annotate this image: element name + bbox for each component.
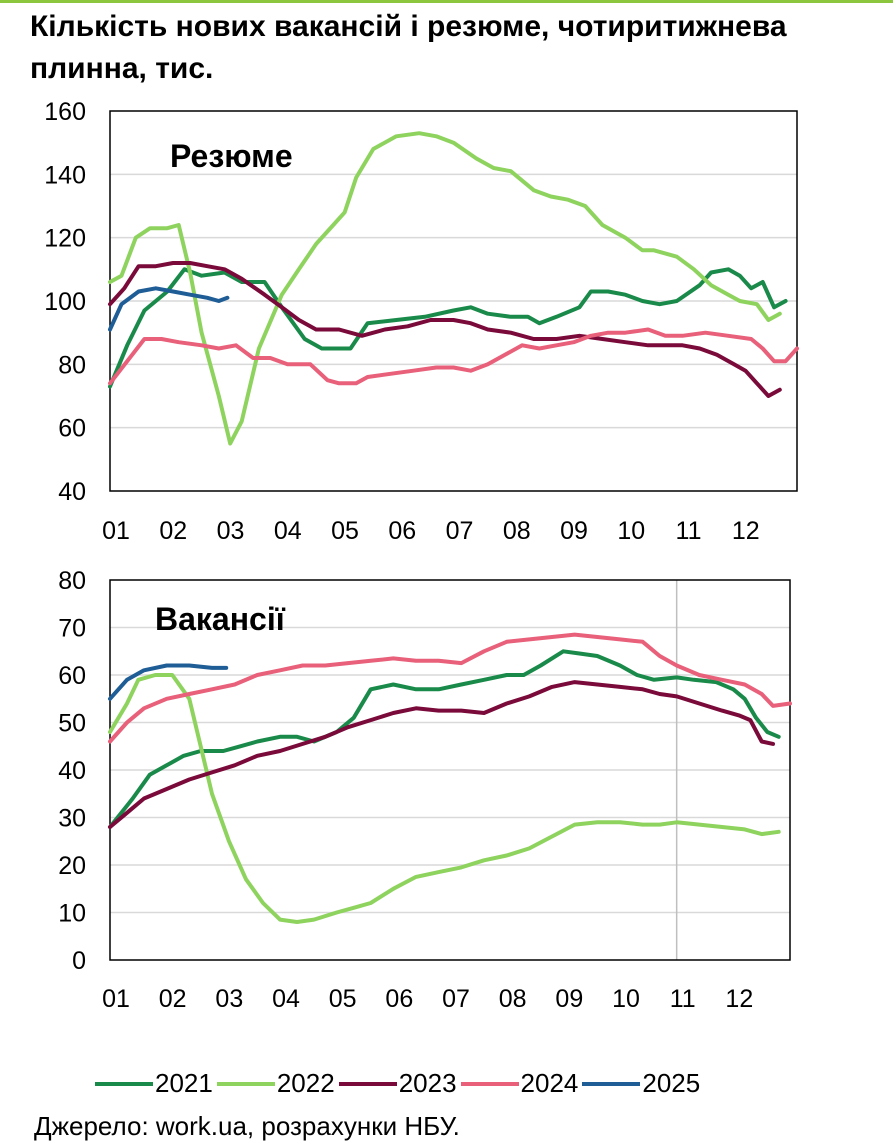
x-tick-label: 09: [555, 985, 583, 1010]
series-line-2023: [108, 680, 775, 829]
y-tick-label: 50: [58, 710, 86, 738]
legend-swatch: [338, 1081, 397, 1086]
panel-title: Вакансії: [155, 601, 286, 637]
x-tick-label: 08: [503, 517, 531, 545]
y-tick-label: 80: [58, 567, 86, 595]
legend-swatch: [460, 1081, 519, 1086]
x-tick-label: 06: [385, 985, 413, 1010]
y-tick-label: 10: [58, 900, 86, 928]
series-line-2021: [108, 649, 781, 829]
x-tick-label: 10: [617, 517, 645, 545]
legend-label: 2023: [398, 1068, 457, 1098]
x-tick-label: 03: [217, 517, 245, 545]
legend-label: 2025: [642, 1068, 701, 1098]
series-line-2022: [108, 131, 782, 446]
x-tick-label: 02: [159, 517, 187, 545]
legend-swatch: [216, 1081, 275, 1086]
plot-frame: [109, 579, 791, 961]
y-tick-label: 40: [58, 757, 86, 785]
legend-item-2025: 2025: [582, 1068, 700, 1099]
series-line-2023: [108, 261, 782, 398]
legend: 2021 2022 2023 2024 2025: [95, 1068, 704, 1099]
x-tick-label: 11: [676, 517, 702, 545]
y-tick-label: 120: [44, 225, 86, 253]
series-line-2024: [108, 327, 799, 386]
source-text: Джерело: work.ua, розрахунки НБУ.: [34, 1111, 460, 1141]
y-tick-label: 80: [58, 351, 86, 379]
y-tick-label: 70: [58, 615, 86, 643]
x-tick-label: 04: [272, 985, 300, 1010]
series-line-2021: [108, 267, 788, 389]
x-tick-label: 04: [274, 517, 302, 545]
y-tick-label: 30: [58, 805, 86, 833]
x-tick-label: 12: [732, 517, 760, 545]
y-tick-label: 160: [44, 98, 86, 126]
x-tick-label: 01: [102, 985, 130, 1010]
x-tick-label: 07: [442, 985, 470, 1010]
x-tick-label: 05: [331, 517, 359, 545]
x-tick-label: 03: [215, 985, 243, 1010]
y-tick-label: 0: [72, 947, 86, 975]
series-line-2022: [108, 673, 781, 924]
x-tick-label: 02: [159, 985, 187, 1010]
legend-swatch: [95, 1081, 153, 1086]
y-tick-label: 140: [44, 161, 86, 189]
legend-item-2023: 2023: [338, 1068, 457, 1099]
x-tick-label: 05: [329, 985, 357, 1010]
source-note: Джерело: work.ua, розрахунки НБУ.: [34, 1111, 460, 1142]
x-tick-label: 07: [446, 517, 474, 545]
legend-item-2022: 2022: [216, 1068, 335, 1099]
legend-label: 2024: [520, 1068, 579, 1098]
x-tick-label: 12: [725, 985, 753, 1010]
series-line-2024: [108, 632, 792, 744]
vacancies-chart: 0 10 20 30 40 50 60 70 80 01 02 03 04 05 06 07 08 09 10 11 1…: [58, 567, 792, 1010]
y-tick-label: 60: [58, 415, 86, 443]
series-line-2025: [108, 663, 229, 701]
x-tick-label: 06: [388, 517, 416, 545]
x-tick-label: 09: [560, 517, 588, 545]
legend-item-2024: 2024: [460, 1068, 579, 1099]
resume-chart: 40 60 80 100 120 140 160 01 02 03 04 05 06 07 08 09 10 11…: [44, 98, 799, 545]
legend-label: 2022: [276, 1068, 335, 1098]
panel-title: Резюме: [170, 138, 293, 174]
legend-swatch: [582, 1081, 641, 1086]
plot-frame: [109, 110, 798, 492]
x-tick-label: 01: [102, 517, 130, 545]
legend-item-2021: 2021: [95, 1068, 213, 1099]
series-line-2025: [108, 286, 230, 332]
chart-title: Кількість нових вакансій і резюме, чотир…: [30, 10, 787, 85]
x-tick-label: 10: [612, 985, 640, 1010]
legend-label: 2021: [155, 1068, 213, 1098]
y-tick-label: 60: [58, 662, 86, 690]
y-tick-label: 20: [58, 852, 86, 880]
top-accent-bar: [0, 0, 893, 3]
y-tick-label: 40: [58, 478, 86, 506]
y-tick-label: 100: [44, 288, 86, 316]
x-tick-label: 11: [670, 985, 696, 1010]
x-tick-label: 08: [499, 985, 527, 1010]
